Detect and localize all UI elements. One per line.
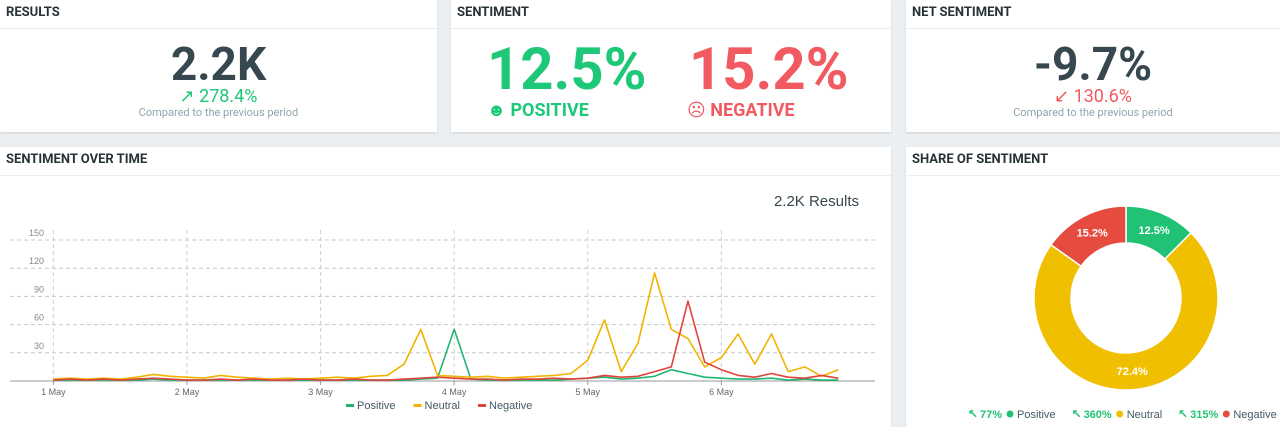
donut-chart: 12.5%72.4%15.2%↖ 77% Positive ↖ 360% Neutral ↖… bbox=[968, 205, 1277, 421]
legend-label: Negative bbox=[489, 400, 532, 412]
net-change: ↙ 130.6% bbox=[906, 86, 1280, 107]
arrow-up-icon: ↗ bbox=[179, 86, 195, 107]
x-tick-label: 2 May bbox=[175, 387, 200, 397]
trend-label: 315% bbox=[1190, 409, 1218, 421]
legend-label: Positive bbox=[357, 400, 396, 412]
legend-label: Neutral bbox=[425, 400, 460, 412]
sentiment-card: SENTIMENT 12.5% ☻ POSITIVE 15.2% ☹ NEGAT… bbox=[451, 0, 891, 132]
results-change: ↗ 278.4% bbox=[0, 86, 437, 107]
series-line bbox=[53, 300, 839, 381]
y-tick-label: 60 bbox=[34, 313, 44, 323]
line-card: SENTIMENT OVER TIME 2.2K Results 30 60 90 12… bbox=[0, 147, 891, 427]
frown-icon: ☹ bbox=[687, 100, 706, 121]
slice-label: 15.2% bbox=[1077, 228, 1108, 240]
change-value: 130.6% bbox=[1073, 86, 1132, 107]
legend-swatch bbox=[478, 404, 486, 407]
y-tick-label: 120 bbox=[29, 256, 44, 266]
negative-value: 15.2% bbox=[689, 36, 849, 104]
donut-card: SHARE OF SENTIMENT 12.5% 72.4% 15.2% ↖ 77% Po… bbox=[906, 147, 1280, 427]
legend-label: Negative bbox=[1233, 409, 1276, 421]
y-tick-label: 150 bbox=[29, 228, 44, 238]
results-count: 2.2K Results bbox=[774, 193, 859, 210]
trend-arrow: ↖ bbox=[1072, 407, 1082, 421]
card-title: RESULTS bbox=[0, 0, 437, 29]
card-title: NET SENTIMENT bbox=[906, 0, 1280, 29]
results-card: RESULTS 2.2K ↗ 278.4% Compared to the pr… bbox=[0, 0, 437, 132]
smile-icon: ☻ bbox=[487, 100, 506, 121]
y-tick-label: 30 bbox=[34, 341, 44, 351]
positive-label-row: ☻ POSITIVE bbox=[487, 100, 589, 121]
card-title: SHARE OF SENTIMENT bbox=[906, 147, 1280, 176]
trend-arrow: ↖ bbox=[968, 407, 978, 421]
legend-dot bbox=[1006, 410, 1014, 418]
donut-slice bbox=[1049, 205, 1127, 268]
donut-slice bbox=[1033, 231, 1219, 391]
results-value: 2.2K bbox=[170, 38, 267, 92]
x-tick-label: 5 May bbox=[576, 387, 601, 397]
series-line bbox=[53, 328, 839, 381]
x-tick-label: 3 May bbox=[308, 387, 333, 397]
card-title: SENTIMENT OVER TIME bbox=[0, 147, 891, 176]
positive-label: POSITIVE bbox=[510, 100, 589, 121]
x-tick-label: 4 May bbox=[442, 387, 467, 397]
slice-label: 12.5% bbox=[1138, 225, 1169, 237]
slice-label: 72.4% bbox=[1117, 366, 1148, 378]
negative-label-row: ☹ NEGATIVE bbox=[687, 100, 795, 121]
legend-label: Positive bbox=[1017, 409, 1056, 421]
compare-note: Compared to the previous period bbox=[138, 106, 299, 119]
positive-value: 12.5% bbox=[487, 36, 647, 104]
arrow-down-icon: ↙ bbox=[1054, 86, 1070, 107]
compare-note: Compared to the previous period bbox=[1013, 106, 1173, 119]
y-tick-label: 90 bbox=[34, 284, 44, 294]
legend-dot bbox=[1116, 410, 1124, 418]
negative-label: NEGATIVE bbox=[710, 100, 795, 121]
series-line bbox=[53, 272, 839, 380]
trend-arrow: ↖ bbox=[1178, 407, 1188, 421]
trend-label: 77% bbox=[980, 409, 1002, 421]
legend-swatch bbox=[346, 404, 354, 407]
net-value: -9.7% bbox=[1033, 38, 1153, 92]
legend-dot bbox=[1222, 410, 1230, 418]
legend-swatch bbox=[413, 404, 422, 407]
legend-label: Neutral bbox=[1127, 409, 1162, 421]
net-sentiment-card: NET SENTIMENT -9.7% ↙ 130.6% Compared to… bbox=[906, 0, 1280, 132]
change-value: 278.4% bbox=[199, 86, 258, 107]
trend-label: 360% bbox=[1084, 409, 1112, 421]
line-chart: 2.2K Results 30 60 90 120 150 1 May 2 May 3 May 4… bbox=[10, 193, 875, 412]
card-title: SENTIMENT bbox=[451, 0, 891, 29]
x-tick-label: 1 May bbox=[41, 387, 66, 397]
x-tick-label: 6 May bbox=[709, 387, 734, 397]
